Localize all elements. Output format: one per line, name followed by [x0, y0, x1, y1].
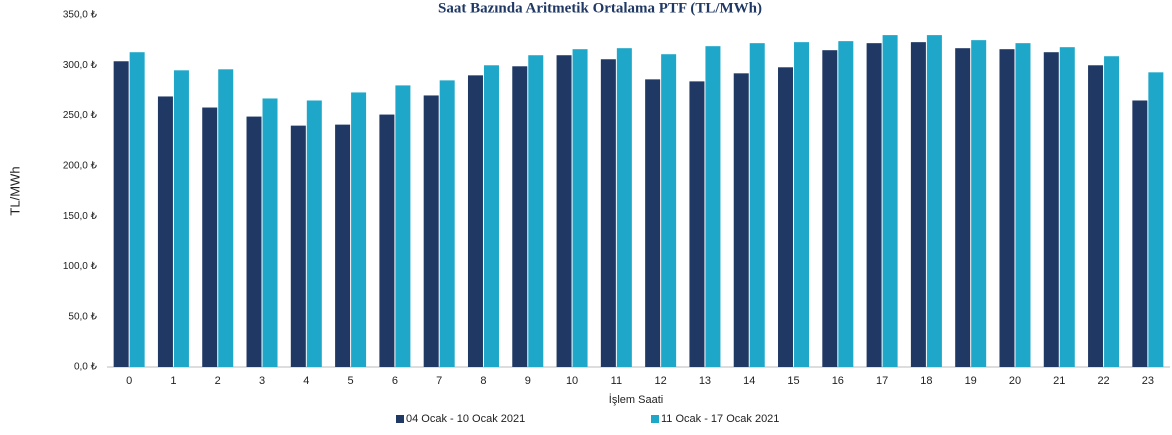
bar	[439, 80, 455, 367]
bar	[1132, 100, 1148, 367]
bar	[999, 49, 1015, 368]
y-tick-label: 50,0 ₺	[68, 311, 97, 322]
y-axis-label: TL/MWh	[7, 166, 22, 215]
bar	[645, 79, 661, 367]
x-tick-label: 20	[1009, 375, 1021, 387]
bar	[616, 48, 632, 368]
bar	[379, 114, 395, 368]
bar	[113, 61, 129, 368]
bar	[749, 43, 765, 367]
bar	[866, 43, 882, 367]
bar	[705, 46, 721, 367]
bar	[794, 42, 810, 367]
x-tick-label: 23	[1142, 375, 1154, 387]
x-axis-label: İşlem Saati	[609, 393, 663, 406]
bar	[971, 40, 987, 368]
x-tick-label: 9	[525, 375, 531, 387]
x-tick-label: 16	[832, 375, 844, 387]
bar	[661, 54, 677, 367]
x-tick-label: 11	[611, 375, 622, 387]
bar	[173, 70, 189, 368]
y-tick-label: 300,0 ₺	[63, 60, 98, 71]
x-tick-label: 15	[787, 375, 799, 387]
y-tick-label: 100,0 ₺	[63, 261, 98, 272]
bar	[335, 124, 351, 367]
bar	[910, 42, 926, 367]
x-tick-label: 12	[655, 375, 667, 387]
x-tick-label: 22	[1097, 375, 1109, 387]
bar	[423, 95, 439, 367]
bar	[600, 59, 616, 367]
x-tick-label: 13	[699, 375, 711, 387]
bar	[733, 73, 749, 368]
x-tick-label: 3	[259, 375, 265, 387]
bar	[838, 41, 854, 368]
bar	[528, 55, 544, 367]
x-tick-label: 4	[303, 375, 309, 387]
bar	[512, 66, 528, 367]
bar	[1059, 47, 1075, 367]
bar	[218, 69, 234, 368]
x-tick-label: 17	[876, 375, 888, 387]
bar	[955, 48, 971, 368]
bar	[882, 35, 898, 367]
x-tick-label: 19	[965, 375, 977, 387]
x-tick-label: 7	[436, 375, 442, 387]
bar	[689, 81, 705, 368]
bar	[129, 52, 145, 368]
bar	[1088, 65, 1104, 368]
bar	[246, 116, 262, 367]
bar	[556, 55, 572, 367]
x-tick-label: 8	[480, 375, 486, 387]
bar	[306, 100, 322, 367]
x-tick-label: 21	[1053, 375, 1065, 387]
y-tick-label: 150,0 ₺	[63, 211, 98, 222]
bar	[822, 50, 838, 367]
x-tick-label: 10	[566, 375, 578, 387]
legend-label: 04 Ocak - 10 Ocak 2021	[406, 413, 525, 425]
legend-swatch	[651, 415, 659, 423]
bar	[1015, 43, 1031, 367]
bar	[483, 65, 499, 368]
bar	[202, 107, 218, 368]
bar	[1043, 52, 1059, 368]
bar	[157, 96, 173, 367]
y-tick-label: 200,0 ₺	[63, 160, 98, 171]
y-tick-label: 350,0 ₺	[63, 10, 98, 21]
bar	[1104, 56, 1120, 368]
chart-title: Saat Bazında Aritmetik Ortalama PTF (TL/…	[438, 0, 762, 16]
legend-swatch	[396, 415, 404, 423]
bar	[572, 49, 588, 368]
bar	[351, 92, 367, 367]
x-tick-label: 6	[392, 375, 398, 387]
bar	[290, 125, 306, 367]
bar	[926, 35, 942, 367]
x-tick-label: 5	[348, 375, 354, 387]
x-tick-label: 2	[215, 375, 221, 387]
y-tick-label: 0,0 ₺	[74, 362, 98, 373]
x-tick-label: 18	[920, 375, 932, 387]
x-tick-label: 14	[743, 375, 755, 387]
x-tick-label: 1	[170, 375, 176, 387]
bar	[778, 67, 794, 367]
y-tick-label: 250,0 ₺	[63, 110, 98, 121]
bar	[262, 98, 278, 367]
bar	[467, 75, 483, 367]
x-tick-label: 0	[126, 375, 132, 387]
bar	[1148, 72, 1164, 367]
bar	[395, 85, 411, 368]
legend-label: 11 Ocak - 17 Ocak 2021	[661, 413, 779, 425]
